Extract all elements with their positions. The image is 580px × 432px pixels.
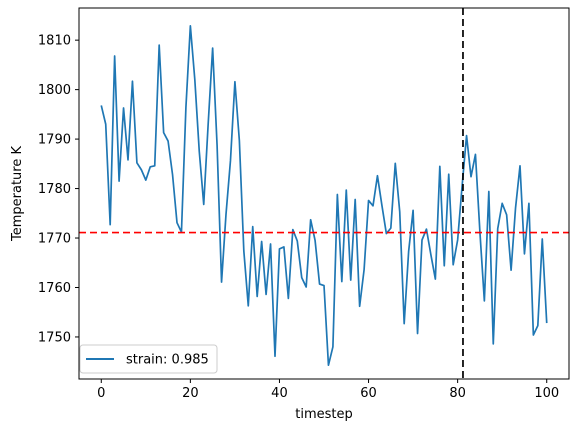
y-axis-label: Temperature K — [10, 146, 25, 242]
ticks-layer: 0 20 40 60 80 100 1750 1760 1770 1780 1790 1800 1810 — [38, 34, 559, 401]
x-tick-label: 80 — [449, 386, 466, 401]
legend: strain: 0.985 — [79, 344, 218, 374]
x-axis-label: timestep — [295, 407, 353, 422]
x-tick-label: 20 — [182, 386, 199, 401]
plot-layer — [79, 8, 569, 379]
y-tick-label: 1790 — [38, 133, 71, 148]
x-tick-label: 40 — [271, 386, 288, 401]
y-tick-label: 1810 — [38, 34, 71, 49]
y-tick-label: 1780 — [38, 182, 71, 197]
y-tick-label: 1800 — [38, 83, 71, 98]
x-tick-label: 0 — [97, 386, 105, 401]
y-tick-label: 1750 — [38, 330, 71, 345]
series-line-strain — [100, 24, 548, 366]
y-tick-label: 1770 — [38, 232, 71, 247]
y-tick-label: 1760 — [38, 281, 71, 296]
legend-box — [79, 344, 218, 374]
x-tick-label: 60 — [360, 386, 377, 401]
legend-label: strain: 0.985 — [126, 353, 209, 368]
x-tick-label: 100 — [534, 386, 559, 401]
plot-frame — [78, 7, 570, 380]
